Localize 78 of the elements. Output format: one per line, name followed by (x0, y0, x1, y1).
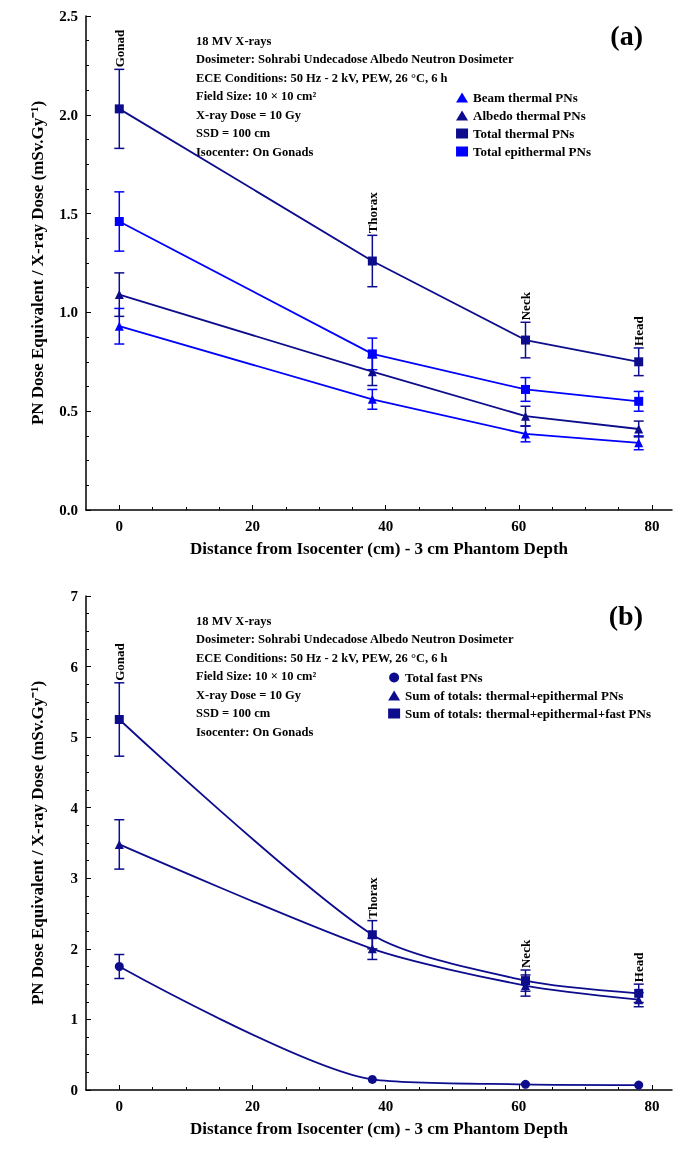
annotation: Thorax (364, 876, 380, 919)
point (634, 988, 644, 998)
legend-label: Sum of totals: thermal+epithermal PNs (405, 688, 624, 703)
point (367, 1074, 377, 1084)
legend-label: Beam thermal PNs (473, 90, 578, 105)
point (634, 396, 644, 406)
point (114, 321, 124, 331)
y-tick-label: 0.0 (59, 502, 78, 518)
point (521, 384, 530, 394)
x-tick-label: 60 (511, 1097, 527, 1114)
point (114, 715, 124, 724)
annotation: Field Size: 10 × 10 cm² (196, 89, 317, 103)
annotation: Gonad (111, 642, 127, 681)
x-tick-label: 0 (115, 1097, 124, 1114)
y-tick-label: 2.0 (59, 106, 78, 123)
annotation: 18 MV X-rays (196, 33, 272, 48)
annotation: SSD = 100 cm (196, 126, 271, 140)
legend-label: Total thermal PNs (473, 126, 575, 141)
x-tick-label: 60 (511, 517, 527, 534)
point (521, 429, 530, 439)
annotation: Dosimeter: Sohrabi Undecadose Albedo Neutron Dosimeter (196, 52, 514, 66)
x-tick-label: 80 (644, 1097, 660, 1114)
y-tick-label: 2 (70, 940, 78, 957)
annotation: Thorax (364, 191, 380, 234)
y-axis-title: PN Dose Equivalent / X-ray Dose (mSv.Gy⁻¹) (28, 680, 47, 1006)
annotation: Head (631, 315, 647, 346)
point (634, 1080, 644, 1090)
y-tick-label: 0.5 (59, 403, 78, 420)
point (521, 1079, 530, 1089)
y-axis-title: PN Dose Equivalent / X-ray Dose (mSv.Gy⁻¹) (28, 100, 47, 426)
y-tick-label: 4 (70, 799, 79, 816)
annotation: Gonad (111, 29, 127, 68)
annotation: 18 MV X-rays (196, 613, 272, 628)
annotation: Neck (518, 939, 533, 969)
chart-title: (b) (608, 599, 644, 631)
annotation: Dosimeter: Sohrabi Undecadose Albedo Neutron Dosimeter (196, 632, 514, 646)
y-tick-label: 1.0 (59, 304, 78, 321)
x-tick-label: 80 (644, 517, 660, 534)
y-tick-label: 5 (70, 729, 78, 746)
annotation: SSD = 100 cm (196, 706, 271, 720)
point (634, 357, 644, 367)
point (367, 256, 377, 266)
annotation: X-ray Dose = 10 Gy (196, 687, 302, 702)
legend-label: Albedo thermal PNs (473, 108, 586, 123)
point (114, 104, 124, 114)
point (521, 976, 530, 986)
x-tick-label: 20 (244, 517, 260, 534)
point (367, 394, 377, 404)
point (367, 930, 377, 940)
y-tick-label: 2.5 (59, 8, 78, 24)
annotation: Isocenter: On Gonads (196, 724, 314, 739)
y-tick-label: 1 (70, 1011, 78, 1028)
x-tick-label: 40 (378, 1097, 394, 1114)
point (367, 349, 377, 359)
x-tick-label: 0 (115, 517, 124, 534)
chart-title: (a) (610, 19, 644, 51)
y-tick-label: 6 (70, 658, 79, 675)
legend-label: Sum of totals: thermal+epithermal+fast PNs (405, 706, 651, 721)
point (114, 962, 124, 971)
x-axis-title: Distance from Isocenter (cm) - 3 cm Phantom Depth (189, 539, 569, 558)
annotation: Neck (518, 291, 533, 321)
annotation: Isocenter: On Gonads (196, 144, 314, 159)
y-tick-label: 3 (70, 870, 78, 887)
x-tick-label: 40 (378, 517, 394, 534)
point (114, 217, 124, 226)
point (521, 335, 530, 345)
annotation: ECE Conditions: 50 Hz - 2 kV, PEW, 26 °C, 6 h (196, 70, 448, 85)
x-axis-title: Distance from Isocenter (cm) - 3 cm Phantom Depth (189, 1119, 569, 1138)
y-tick-label: 7 (70, 588, 79, 604)
annotation: X-ray Dose = 10 Gy (196, 107, 302, 122)
y-tick-label: 0 (70, 1082, 78, 1098)
legend-label: Total fast PNs (405, 670, 483, 685)
legend-label: Total epithermal PNs (473, 144, 592, 159)
annotation: Field Size: 10 × 10 cm² (196, 669, 317, 683)
x-tick-label: 20 (244, 1097, 260, 1114)
y-tick-label: 1.5 (59, 205, 78, 222)
annotation: Head (631, 951, 647, 983)
annotation: ECE Conditions: 50 Hz - 2 kV, PEW, 26 °C, 6 h (196, 650, 448, 665)
